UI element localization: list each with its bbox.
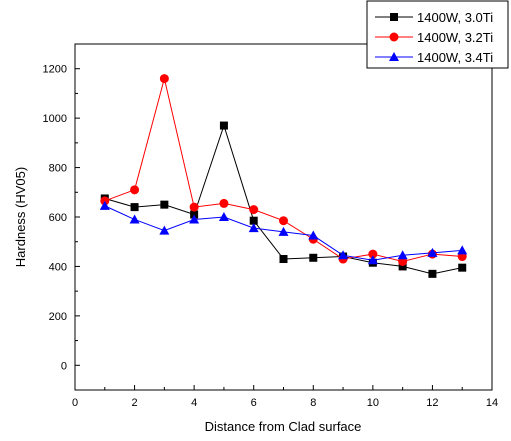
data-point xyxy=(278,226,289,236)
x-tick-label: 2 xyxy=(132,397,138,409)
y-tick-label: 1000 xyxy=(43,113,67,125)
series-layer xyxy=(99,74,468,278)
y-axis-title: Hardness (HV05) xyxy=(13,167,28,267)
legend-label: 1400W, 3.4Ti xyxy=(417,50,493,65)
data-point xyxy=(159,225,170,235)
data-point xyxy=(218,212,229,221)
data-point xyxy=(130,185,140,195)
data-point xyxy=(189,214,200,224)
series-2 xyxy=(99,200,468,265)
y-tick-label: 800 xyxy=(49,163,67,175)
data-point xyxy=(308,230,319,240)
data-point xyxy=(367,255,378,265)
y-tick-label: 1200 xyxy=(43,64,67,76)
y-tick-label: 200 xyxy=(49,311,67,323)
data-point xyxy=(219,121,228,130)
data-point xyxy=(129,214,140,224)
x-tick-label: 10 xyxy=(367,397,379,409)
data-point xyxy=(219,198,229,208)
data-point xyxy=(248,223,259,233)
series-line xyxy=(104,123,463,275)
data-point xyxy=(428,269,437,278)
data-point xyxy=(99,200,110,210)
axis-ticks: 0 2 4 6 8 10 12 14 0 200 400 600 800 1000 1200 xyxy=(43,43,498,409)
data-point xyxy=(159,74,169,84)
data-point xyxy=(309,253,318,262)
x-axis-title: Distance from Clad surface xyxy=(205,419,362,434)
data-point xyxy=(338,250,349,260)
y-tick-label: 600 xyxy=(49,212,67,224)
x-tick-label: 8 xyxy=(310,397,316,409)
data-point xyxy=(160,200,169,209)
legend-marker xyxy=(390,13,398,21)
data-point xyxy=(249,216,258,225)
data-point xyxy=(249,205,259,215)
legend-item-0: 1400W, 3.0Ti xyxy=(375,10,493,25)
legend-label: 1400W, 3.0Ti xyxy=(417,10,493,25)
series-1 xyxy=(100,74,467,266)
data-point xyxy=(279,216,288,226)
data-point xyxy=(368,249,378,259)
x-tick-label: 4 xyxy=(191,397,197,409)
data-point xyxy=(397,250,408,260)
legend-marker xyxy=(389,52,399,61)
legend-marker xyxy=(389,32,399,42)
data-point xyxy=(279,255,288,264)
y-tick-label: 0 xyxy=(61,360,67,372)
legend-item-1: 1400W, 3.2Ti xyxy=(375,30,493,45)
x-tick-label: 12 xyxy=(426,397,438,409)
x-tick-label: 0 xyxy=(72,397,78,409)
x-tick-label: 14 xyxy=(486,397,498,409)
y-tick-label: 400 xyxy=(49,261,67,273)
legend-item-2: 1400W, 3.4Ti xyxy=(375,50,493,65)
data-point xyxy=(130,203,139,212)
data-point xyxy=(458,263,467,272)
data-point xyxy=(189,202,199,212)
data-point xyxy=(427,247,438,257)
data-point xyxy=(398,262,407,271)
legend: 1400W, 3.0Ti 1400W, 3.2Ti 1400W, 3.4Ti xyxy=(366,0,509,69)
data-point xyxy=(457,245,468,255)
legend-label: 1400W, 3.2Ti xyxy=(417,30,493,45)
x-tick-label: 6 xyxy=(251,397,257,409)
